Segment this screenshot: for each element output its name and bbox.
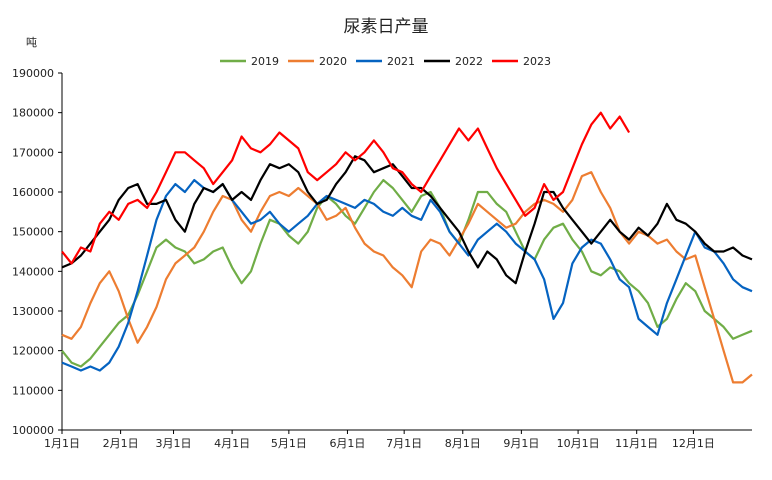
y-tick-label: 150000 [12,226,54,239]
x-tick-label: 3月1日 [156,437,192,450]
y-tick-label: 140000 [12,265,54,278]
y-tick-label: 130000 [12,305,54,318]
chart-title: 尿素日产量 [344,17,429,37]
legend-item-2019: 2019 [220,55,279,68]
x-tick-label: 4月1日 [214,437,250,450]
legend-label: 2023 [523,55,551,68]
y-tick-label: 180000 [12,107,54,120]
x-axis: 1月1日 2月1日 3月1日 4月1日 5月1日 6月1日 7月1日 8月1日 9月1日 10月1… [44,429,752,450]
x-tick-label: 10月1日 [557,437,600,450]
x-tick-label: 12月1日 [672,437,715,450]
x-tick-label: 2月1日 [103,437,139,450]
y-tick-label: 120000 [12,345,54,358]
legend-label: 2019 [251,55,279,68]
x-tick-label: 8月1日 [445,437,481,450]
legend-label: 2021 [387,55,415,68]
legend-label: 2022 [455,55,483,68]
x-tick-label: 6月1日 [329,437,365,450]
legend: 2019 2020 2021 2022 2023 [220,55,551,68]
x-tick-label: 5月1日 [271,437,307,450]
y-tick-label: 170000 [12,146,54,159]
series-line-2019 [61,179,753,368]
legend-item-2022: 2022 [424,55,483,68]
series-line-2021 [61,179,753,372]
series-line-2022 [61,155,753,285]
y-tick-label: 110000 [12,384,54,397]
x-tick-label: 9月1日 [503,437,539,450]
legend-item-2020: 2020 [288,55,347,68]
series-layer [61,111,753,384]
y-tick-label: 190000 [12,67,54,80]
x-tick-label: 1月1日 [44,437,80,450]
x-tick-label: 11月1日 [615,437,658,450]
y-axis: 100000 110000 120000 130000 140000 150000 1600… [12,67,63,437]
x-tick-label: 7月1日 [386,437,422,450]
y-tick-label: 100000 [12,424,54,437]
y-tick-label: 160000 [12,186,54,199]
legend-label: 2020 [319,55,347,68]
series-line-2020 [61,171,753,384]
legend-item-2023: 2023 [492,55,551,68]
y-unit-label: 吨 [26,36,37,49]
legend-item-2021: 2021 [356,55,415,68]
series-line-2023 [61,111,631,265]
